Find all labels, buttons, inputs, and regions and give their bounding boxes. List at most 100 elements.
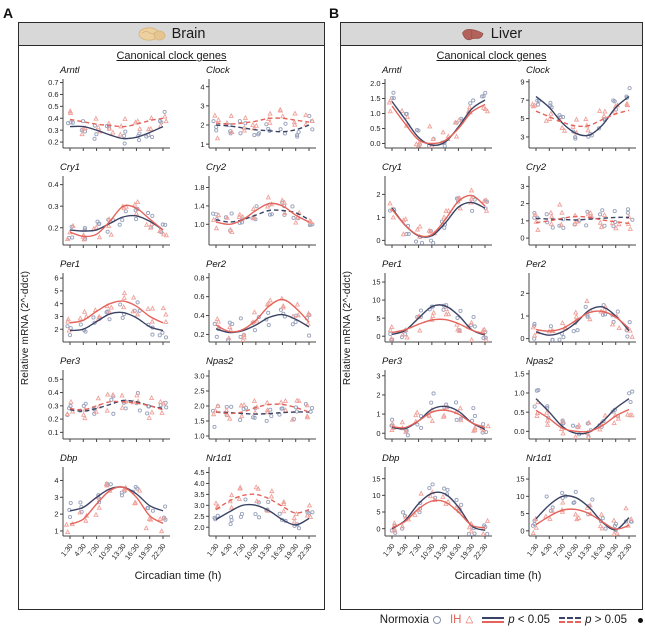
svg-text:0.3: 0.3 bbox=[48, 202, 58, 211]
svg-text:0.6: 0.6 bbox=[194, 292, 204, 301]
svg-text:0.1: 0.1 bbox=[48, 428, 58, 437]
subplot-brain-per1: Per1 2 3 4 5 6 bbox=[32, 259, 178, 354]
svg-text:0: 0 bbox=[376, 236, 380, 245]
chart-cry2: 0 1 2 3 bbox=[520, 176, 636, 248]
gene-title: Per3 bbox=[60, 356, 81, 367]
panel-grid-1: Arntl 0.0 0.5 1.0 1.5 2.0 Clock 3 5 7 9 Cry1 0 1 2 Cry2… bbox=[341, 65, 642, 570]
svg-text:1.0: 1.0 bbox=[370, 109, 380, 118]
figure-legend: Normoxia IH △ p < 0.05 p > 0.05 bbox=[380, 614, 643, 626]
svg-text:10: 10 bbox=[372, 296, 380, 305]
svg-text:1.0: 1.0 bbox=[194, 220, 204, 229]
legend-edge-dot bbox=[638, 617, 643, 623]
svg-text:1.5: 1.5 bbox=[194, 417, 204, 426]
svg-text:1: 1 bbox=[376, 213, 380, 222]
svg-text:4.5: 4.5 bbox=[194, 468, 204, 477]
subplot-liver-nr1d1: Nr1d1 0 5 10 15 1:30 4:30 7:30 10:30 13:30 16:30 19… bbox=[498, 453, 642, 570]
gene-title: Nr1d1 bbox=[526, 453, 552, 464]
chart-per3: 0.1 0.2 0.3 0.4 0.5 bbox=[48, 370, 170, 442]
legend-normoxia: Normoxia bbox=[380, 614, 441, 626]
panel-liver: Liver Canonical clock genes Relative mRN… bbox=[340, 22, 643, 610]
svg-text:2.0: 2.0 bbox=[194, 523, 204, 532]
svg-text:4.0: 4.0 bbox=[194, 479, 204, 488]
gene-title: Per1 bbox=[382, 259, 403, 270]
svg-text:1:30: 1:30 bbox=[59, 542, 75, 559]
svg-text:0: 0 bbox=[376, 524, 380, 533]
svg-text:4: 4 bbox=[54, 299, 58, 308]
chart-nr1d1: 0510151:304:307:3010:3013:3016:3019:3022… bbox=[516, 467, 636, 562]
subplot-brain-dbp: Dbp 1 2 3 4 1:30 4:30 7:30 10:30 13:30 16:30 19:30 2… bbox=[32, 453, 178, 570]
subplot-liver-cry2: Cry2 0 1 2 3 bbox=[498, 162, 642, 257]
svg-text:4:30: 4:30 bbox=[72, 542, 88, 559]
chart-per1: 0 5 10 15 bbox=[372, 273, 492, 345]
panel-brain-subtitle: Canonical clock genes bbox=[116, 50, 227, 62]
panel-b-letter: B bbox=[329, 5, 340, 21]
svg-text:15: 15 bbox=[372, 278, 380, 287]
svg-text:10: 10 bbox=[516, 492, 524, 501]
gene-title: Cry2 bbox=[526, 162, 547, 173]
chart-npas2: 1.0 1.5 2.0 2.5 3.0 bbox=[194, 370, 316, 442]
chart-npas2: 0.0 0.5 1.0 1.5 bbox=[514, 369, 636, 442]
svg-text:3: 3 bbox=[54, 312, 58, 321]
panel-liver-subtitle: Canonical clock genes bbox=[436, 50, 547, 62]
legend-ih-label: IH bbox=[449, 614, 462, 626]
svg-text:2.5: 2.5 bbox=[194, 387, 204, 396]
svg-text:1.0: 1.0 bbox=[514, 389, 524, 398]
svg-text:22:30: 22:30 bbox=[615, 542, 633, 562]
gene-title: Clock bbox=[526, 65, 550, 76]
chart-clock: 1 2 3 4 bbox=[200, 79, 316, 151]
gene-title: Per2 bbox=[526, 259, 547, 270]
gene-title: Nr1d1 bbox=[206, 453, 232, 464]
svg-text:5: 5 bbox=[520, 509, 524, 518]
svg-text:1.5: 1.5 bbox=[370, 94, 380, 103]
gene-title: Npas2 bbox=[526, 356, 554, 367]
panel-grid-0: Arntl 0.2 0.3 0.4 0.5 0.6 0.7 Clock 1 2 3 4 Cry1 0.2 0… bbox=[19, 65, 324, 570]
svg-text:0: 0 bbox=[376, 429, 380, 438]
svg-text:10: 10 bbox=[372, 491, 380, 500]
ih-marker-icon: △ bbox=[465, 614, 474, 625]
chart-per2: 0 1 2 bbox=[520, 273, 636, 345]
chart-arntl: 0.0 0.5 1.0 1.5 2.0 bbox=[370, 79, 492, 151]
solid-lines-icon bbox=[482, 617, 505, 623]
svg-text:0.2: 0.2 bbox=[194, 330, 204, 339]
chart-dbp: 12341:304:307:3010:3013:3016:3019:3022:3… bbox=[54, 467, 170, 561]
svg-text:4:30: 4:30 bbox=[394, 542, 410, 559]
svg-text:0: 0 bbox=[376, 332, 380, 341]
subplot-brain-per3: Per3 0.1 0.2 0.3 0.4 0.5 bbox=[32, 356, 178, 451]
svg-text:2: 2 bbox=[376, 391, 380, 400]
svg-text:0.4: 0.4 bbox=[48, 388, 58, 397]
svg-text:5: 5 bbox=[54, 286, 58, 295]
svg-text:0.2: 0.2 bbox=[48, 138, 58, 147]
svg-text:0.4: 0.4 bbox=[48, 114, 58, 123]
subplot-brain-cry1: Cry1 0.2 0.3 0.4 bbox=[32, 162, 178, 257]
svg-text:6: 6 bbox=[54, 274, 58, 283]
gene-title: Dbp bbox=[60, 453, 78, 464]
svg-text:3: 3 bbox=[520, 133, 524, 142]
y-axis-label-liver: Relative mRNA (2^-ddct) bbox=[342, 270, 353, 385]
gene-title: Per3 bbox=[382, 356, 403, 367]
svg-text:9: 9 bbox=[520, 77, 524, 86]
svg-text:1:30: 1:30 bbox=[381, 542, 397, 559]
svg-text:2.0: 2.0 bbox=[194, 402, 204, 411]
chart-per2: 0.2 0.4 0.6 0.8 bbox=[194, 273, 316, 345]
subplot-liver-npas2: Npas2 0.0 0.5 1.0 1.5 bbox=[498, 356, 642, 451]
svg-text:2: 2 bbox=[54, 510, 58, 519]
svg-text:22:30: 22:30 bbox=[295, 542, 313, 562]
y-axis-label-brain: Relative mRNA (2^-ddct) bbox=[20, 270, 31, 385]
svg-text:0.2: 0.2 bbox=[48, 223, 58, 232]
svg-text:2: 2 bbox=[200, 121, 204, 130]
chart-cry1: 0 1 2 bbox=[376, 176, 492, 248]
gene-title: Cry1 bbox=[382, 162, 403, 173]
svg-text:0.0: 0.0 bbox=[514, 427, 524, 436]
svg-text:1:30: 1:30 bbox=[525, 542, 541, 559]
svg-text:3.0: 3.0 bbox=[194, 372, 204, 381]
subplot-brain-nr1d1: Nr1d1 2.0 2.5 3.0 3.5 4.0 4.5 1:30 4:30 7:30 10:30… bbox=[178, 453, 324, 570]
gene-title: Per1 bbox=[60, 259, 81, 270]
subplot-liver-per2: Per2 0 1 2 bbox=[498, 259, 642, 354]
chart-arntl: 0.2 0.3 0.4 0.5 0.6 0.7 bbox=[48, 78, 170, 151]
subplot-liver-per1: Per1 0 5 10 15 bbox=[354, 259, 498, 354]
svg-text:3: 3 bbox=[376, 371, 380, 380]
svg-text:2.5: 2.5 bbox=[194, 512, 204, 521]
legend-nonsignificant: p > 0.05 bbox=[559, 614, 627, 626]
svg-text:0.5: 0.5 bbox=[514, 408, 524, 417]
